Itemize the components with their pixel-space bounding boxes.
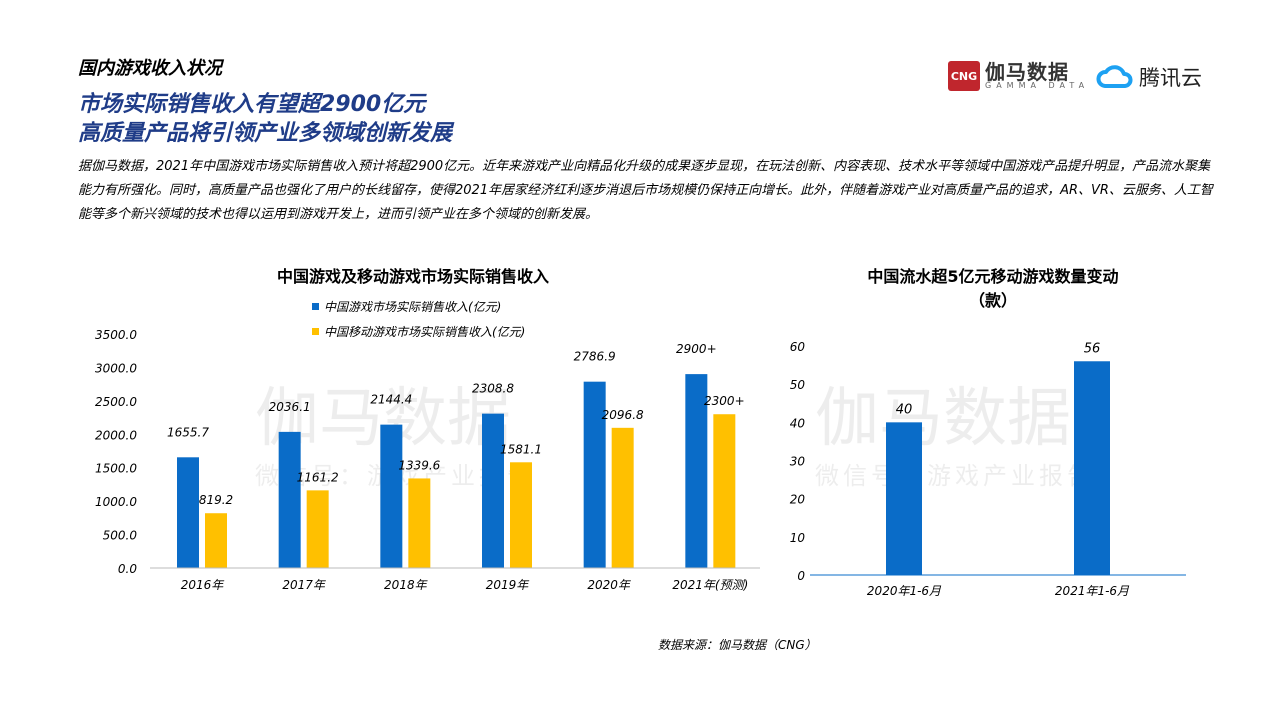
data-label: 1581.1 bbox=[500, 442, 542, 456]
bar-mobile bbox=[408, 478, 431, 568]
data-label: 2900+ bbox=[676, 342, 717, 356]
legend-label-1: 中国移动游戏市场实际销售收入(亿元) bbox=[324, 325, 525, 339]
page-title: 市场实际销售收入有望超2900亿元 高质量产品将引领产业多领域创新发展 bbox=[78, 90, 452, 148]
watermark-sub: 微信号：游戏产业报告 bbox=[815, 462, 1095, 490]
legend-swatch-0 bbox=[312, 303, 319, 310]
x-tick-label: 2020年1-6月 bbox=[867, 584, 942, 598]
bar-mobile bbox=[510, 462, 532, 568]
y-tick-label: 1000.0 bbox=[95, 495, 137, 509]
y-tick-label: 50 bbox=[790, 378, 806, 392]
legend-swatch-1 bbox=[312, 328, 319, 335]
bar-count bbox=[1074, 361, 1110, 575]
data-label: 56 bbox=[1084, 341, 1101, 356]
cng-logo-name: 伽马数据 bbox=[985, 60, 1069, 84]
x-tick-label: 2020年 bbox=[587, 578, 632, 592]
y-tick-label: 20 bbox=[790, 493, 806, 507]
y-tick-label: 3000.0 bbox=[95, 361, 137, 375]
y-tick-label: 40 bbox=[790, 416, 806, 430]
watermark-main: 伽马数据 bbox=[815, 382, 1071, 456]
y-tick-label: 60 bbox=[790, 340, 806, 354]
y-tick-label: 1500.0 bbox=[95, 462, 137, 476]
y-tick-label: 2000.0 bbox=[95, 428, 137, 442]
y-tick-label: 2500.0 bbox=[95, 395, 137, 409]
cng-logo-en: GAMMA DATA bbox=[985, 81, 1090, 90]
gamma-data-logo: CNG 伽马数据 GAMMA DATA bbox=[948, 61, 1089, 91]
x-tick-label: 2017年 bbox=[282, 578, 327, 592]
bar-mobile bbox=[306, 490, 329, 568]
data-source: 数据来源：伽马数据（CNG） bbox=[658, 638, 817, 652]
bar-total bbox=[278, 431, 301, 568]
title-line-2: 高质量产品将引领产业多领域创新发展 bbox=[78, 121, 453, 146]
data-label: 2308.8 bbox=[472, 382, 514, 396]
section-heading: 国内游戏收入状况 bbox=[78, 58, 222, 79]
chart2-title-line2: （款） bbox=[969, 291, 1017, 310]
y-tick-label: 30 bbox=[790, 455, 806, 469]
bar-total bbox=[177, 457, 199, 568]
bar-mobile bbox=[205, 513, 227, 568]
bar-total bbox=[583, 381, 606, 568]
y-tick-label: 10 bbox=[790, 531, 806, 545]
y-tick-label: 0.0 bbox=[118, 562, 137, 576]
data-label: 2096.8 bbox=[602, 408, 644, 422]
bar-total bbox=[685, 374, 708, 568]
bar-mobile bbox=[611, 427, 634, 568]
x-tick-label: 2019年 bbox=[486, 578, 531, 592]
data-label: 40 bbox=[896, 402, 913, 417]
data-label: 2036.1 bbox=[269, 400, 311, 414]
chart1-title: 中国游戏及移动游戏市场实际销售收入 bbox=[277, 267, 549, 286]
bar-total bbox=[482, 413, 504, 568]
bar-total bbox=[380, 424, 403, 568]
body-text: 据伽马数据，2021年中国游戏市场实际销售收入预计将超2900亿元。近年来游戏产… bbox=[78, 159, 1213, 222]
bar-mobile bbox=[713, 414, 736, 568]
y-tick-label: 3500.0 bbox=[95, 328, 137, 342]
bar-count bbox=[886, 422, 922, 575]
y-tick-label: 0 bbox=[797, 569, 805, 583]
data-label: 2786.9 bbox=[574, 350, 616, 364]
tencent-cloud-logo: 腾讯云 bbox=[1095, 62, 1202, 92]
x-tick-label: 2016年 bbox=[181, 578, 226, 592]
x-tick-label: 2018年 bbox=[384, 578, 429, 592]
data-label: 1161.2 bbox=[297, 470, 339, 484]
cloud-icon bbox=[1096, 65, 1133, 88]
data-label: 819.2 bbox=[199, 493, 233, 507]
chart2-title-line1: 中国流水超5亿元移动游戏数量变动 bbox=[867, 267, 1118, 286]
title-line-1: 市场实际销售收入有望超2900亿元 bbox=[78, 92, 426, 117]
data-label: 2300+ bbox=[704, 394, 745, 408]
data-label: 2144.4 bbox=[370, 393, 412, 407]
tencent-cloud-name: 腾讯云 bbox=[1139, 66, 1202, 90]
cng-logo-mark: CNG bbox=[948, 61, 980, 91]
data-label: 1339.6 bbox=[398, 458, 440, 472]
data-label: 1655.7 bbox=[167, 425, 209, 439]
y-tick-label: 500.0 bbox=[103, 529, 138, 543]
x-tick-label: 2021年1-6月 bbox=[1055, 584, 1130, 598]
legend-label-0: 中国游戏市场实际销售收入(亿元) bbox=[324, 300, 501, 314]
x-tick-label: 2021年(预测) bbox=[672, 578, 748, 592]
